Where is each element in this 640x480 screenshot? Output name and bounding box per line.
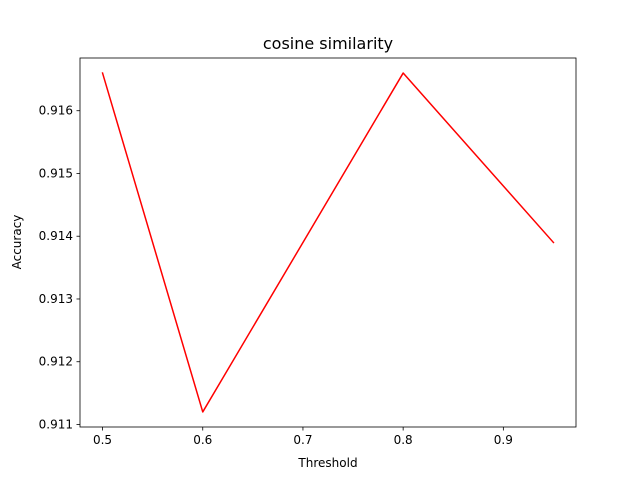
x-tick-label: 0.6: [193, 433, 212, 447]
x-tick-label: 0.8: [394, 433, 413, 447]
y-tick-label: 0.912: [39, 355, 73, 369]
x-axis-label: Threshold: [297, 456, 357, 470]
y-tick-label: 0.915: [39, 166, 73, 180]
x-tick-label: 0.9: [494, 433, 513, 447]
x-tick-label: 0.7: [293, 433, 312, 447]
x-axis: 0.5 0.6 0.7 0.8 0.9: [93, 427, 513, 447]
y-axis: 0.911 0.912 0.913 0.914 0.915 0.916: [39, 104, 80, 431]
plot-frame: [79, 57, 577, 428]
x-tick-label: 0.5: [93, 433, 112, 447]
y-tick-label: 0.914: [39, 229, 73, 243]
plot-area: [79, 57, 577, 428]
chart-title: cosine similarity: [263, 34, 393, 53]
y-tick-label: 0.911: [39, 417, 73, 431]
y-axis-label: Accuracy: [10, 215, 24, 270]
y-tick-label: 0.916: [39, 104, 73, 118]
series-line-0: [101, 72, 555, 413]
y-tick-label: 0.913: [39, 292, 73, 306]
